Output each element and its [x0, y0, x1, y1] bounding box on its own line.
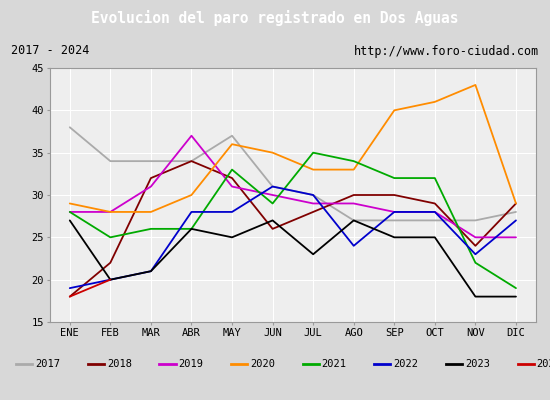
Text: 2020: 2020	[250, 359, 275, 369]
Text: 2017 - 2024: 2017 - 2024	[11, 44, 89, 58]
Text: 2021: 2021	[322, 359, 346, 369]
Text: 2017: 2017	[35, 359, 60, 369]
Text: 2018: 2018	[107, 359, 132, 369]
Text: 2023: 2023	[465, 359, 490, 369]
Text: 2022: 2022	[393, 359, 418, 369]
Text: 2024: 2024	[536, 359, 550, 369]
Text: 2019: 2019	[178, 359, 204, 369]
Text: http://www.foro-ciudad.com: http://www.foro-ciudad.com	[354, 44, 539, 58]
Text: Evolucion del paro registrado en Dos Aguas: Evolucion del paro registrado en Dos Agu…	[91, 10, 459, 26]
